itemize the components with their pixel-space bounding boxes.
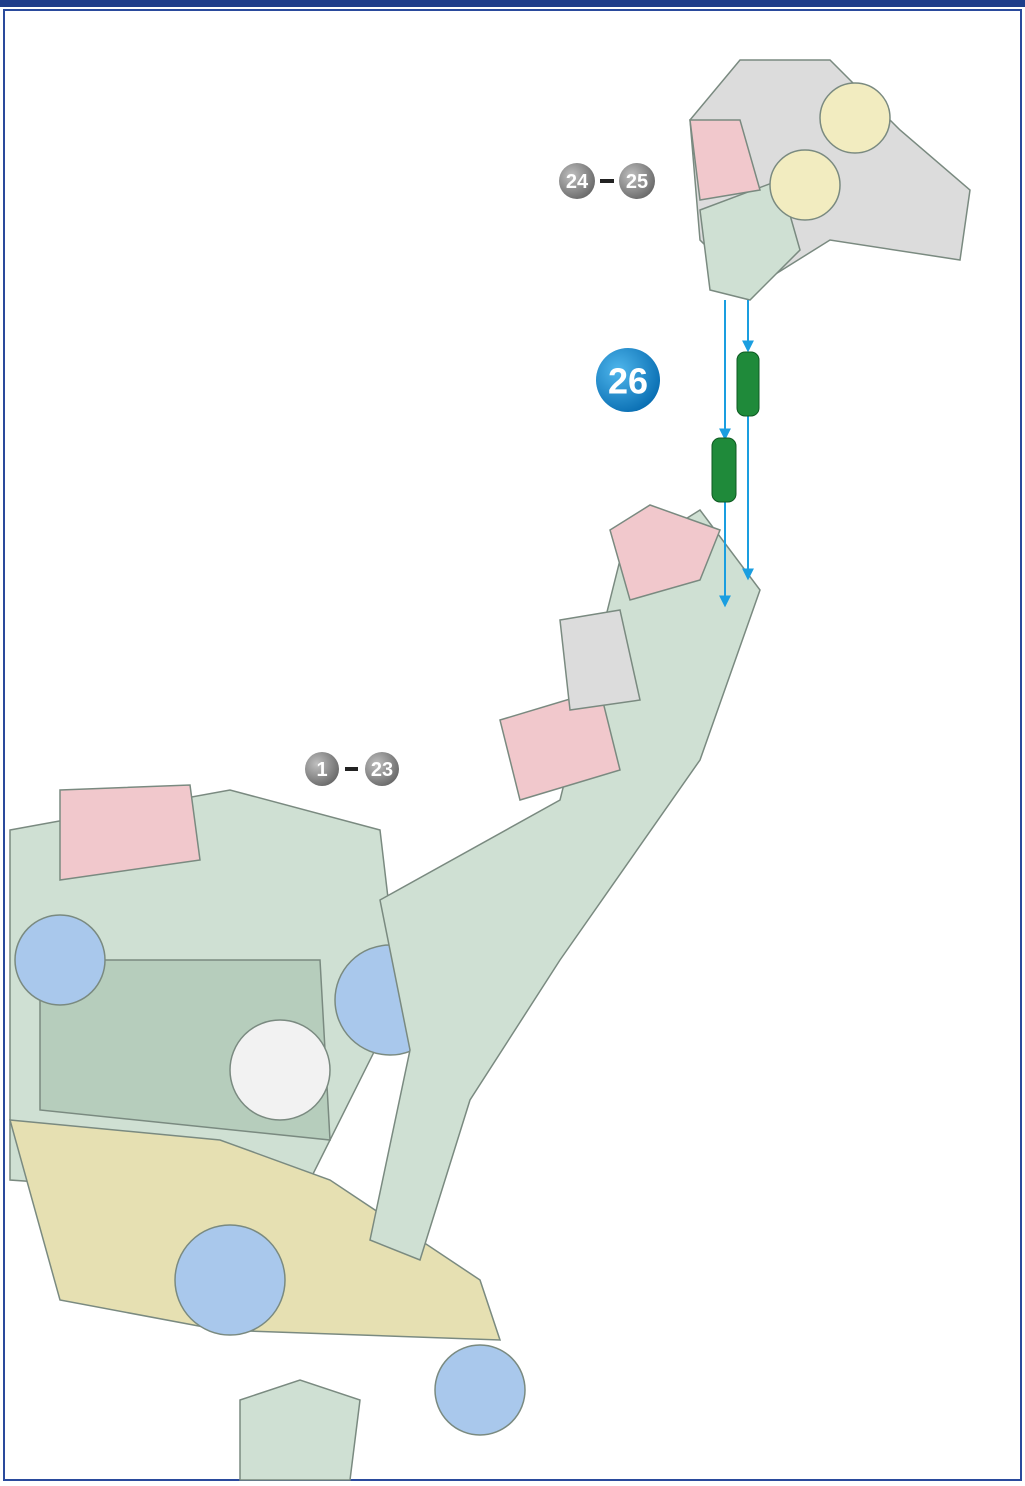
white-hub bbox=[229, 1019, 331, 1121]
ref-from: 1 bbox=[316, 759, 327, 781]
head-green bbox=[699, 179, 801, 301]
step-number: 26 bbox=[596, 348, 660, 412]
head-pink bbox=[689, 119, 761, 201]
ref-to: 23 bbox=[371, 759, 393, 781]
ref-dash bbox=[345, 767, 358, 771]
base bbox=[8, 1119, 502, 1341]
top-bar bbox=[0, 0, 1025, 7]
blue-hub bbox=[434, 1344, 526, 1436]
frame bbox=[3, 9, 1022, 1481]
connector bbox=[711, 437, 737, 503]
blue-hub bbox=[14, 914, 106, 1006]
ref-badge bbox=[559, 163, 595, 199]
blue-hub bbox=[174, 1224, 286, 1336]
reference: 24 25 bbox=[559, 163, 655, 199]
ref-badge bbox=[619, 163, 655, 199]
ref-badge bbox=[365, 752, 399, 786]
pink-part bbox=[499, 689, 621, 801]
step-number-text: 26 bbox=[608, 361, 648, 402]
eye bbox=[819, 82, 891, 154]
pink-part bbox=[59, 784, 201, 881]
ref-to: 25 bbox=[626, 171, 648, 193]
model bbox=[8, 59, 971, 1481]
leg bbox=[239, 1379, 361, 1481]
ref-from: 24 bbox=[566, 171, 589, 193]
step-parts bbox=[711, 300, 760, 608]
step-badge bbox=[596, 348, 660, 412]
neck bbox=[369, 508, 761, 1261]
connector bbox=[736, 351, 760, 417]
reference: 1 23 bbox=[305, 752, 399, 786]
grey-part bbox=[559, 609, 641, 711]
pink-part bbox=[609, 504, 721, 601]
eye bbox=[769, 149, 841, 221]
ref-dash bbox=[600, 179, 614, 183]
ref-badge bbox=[305, 752, 339, 786]
